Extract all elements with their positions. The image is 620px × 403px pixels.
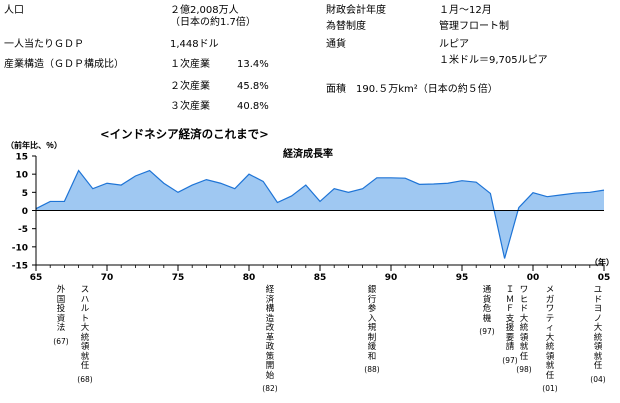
x-tick-label: 70 bbox=[101, 273, 114, 283]
x-tick-label: 95 bbox=[456, 273, 469, 283]
exchange-regime-value: 管理フロート制 bbox=[439, 21, 509, 32]
primary-sector-name: １次産業 bbox=[170, 59, 210, 70]
industry-structure-label: 産業構造（ＧＤＰ構成比） bbox=[4, 59, 124, 70]
population-compare: （日本の約1.7倍） bbox=[170, 17, 256, 28]
secondary-sector-share: 45.8% bbox=[237, 81, 269, 92]
x-tick-label: 05 bbox=[598, 273, 611, 283]
y-tick-label: 10 bbox=[15, 171, 28, 181]
tertiary-sector-name: ３次産業 bbox=[170, 101, 210, 112]
event-label: メガワティ大統領就任 bbox=[545, 285, 555, 381]
x-tick-label: 75 bbox=[172, 273, 185, 283]
population-label: 人口 bbox=[4, 5, 24, 16]
event-year: (67) bbox=[53, 336, 69, 346]
y-tick-label: -5 bbox=[18, 225, 28, 235]
event-year: (01) bbox=[542, 384, 558, 393]
event-label: スハルト大統領就任 bbox=[80, 285, 90, 371]
y-tick-label: 5 bbox=[22, 189, 28, 199]
event-label: ユドヨノ大統領就任 bbox=[593, 285, 603, 371]
y-tick-label: 15 bbox=[15, 153, 28, 163]
x-tick-label: 65 bbox=[30, 273, 43, 283]
x-tick-label: 80 bbox=[243, 273, 256, 283]
event-year: (88) bbox=[364, 365, 380, 374]
x-tick-label: 85 bbox=[314, 273, 327, 283]
event-label: ワヒド大統領就任 bbox=[519, 285, 529, 362]
event-year: (04) bbox=[590, 374, 606, 384]
event-year: (97) bbox=[502, 355, 518, 365]
x-tick-label: 00 bbox=[527, 273, 540, 283]
fiscal-year-value: １月～12月 bbox=[439, 5, 492, 16]
growth-line bbox=[35, 169, 605, 259]
population-value: ２億2,008万人 bbox=[170, 5, 239, 16]
y-axis-label: （前年比、％） bbox=[6, 141, 62, 150]
exchange-rate-value: １米ドル＝9,705ルピア bbox=[439, 55, 548, 66]
land-area: 面積 190.５万km²（日本の約５倍） bbox=[326, 84, 498, 95]
gdp-per-capita-value: 1,448ドル bbox=[170, 39, 219, 50]
currency-value: ルピア bbox=[439, 39, 469, 50]
event-label: 銀行参入規制緩和 bbox=[367, 285, 377, 362]
y-tick-label: -10 bbox=[12, 243, 28, 253]
secondary-sector-name: ２次産業 bbox=[170, 81, 210, 92]
gdp-per-capita-label: 一人当たりＧＤＰ bbox=[4, 39, 84, 50]
chart-title: <インドネシア経済のこれまで> bbox=[100, 127, 269, 141]
event-year: (82) bbox=[262, 384, 278, 393]
event-year: (97) bbox=[479, 327, 495, 336]
fiscal-year-label: 財政会計年度 bbox=[326, 5, 386, 16]
growth-area bbox=[36, 170, 604, 259]
x-axis-unit: （年） bbox=[590, 258, 614, 267]
event-year: (98) bbox=[516, 365, 532, 374]
y-tick-label: 0 bbox=[22, 207, 28, 217]
x-tick-label: 90 bbox=[385, 273, 398, 283]
event-label: 経済構造改革政策開始 bbox=[265, 285, 275, 381]
event-label: 通貨危機 bbox=[482, 285, 492, 324]
y-tick-label: -15 bbox=[12, 262, 28, 272]
event-label: ＩＭＦ支援要請 bbox=[505, 285, 515, 352]
event-label: 外国投資法 bbox=[56, 285, 66, 333]
primary-sector-share: 13.4% bbox=[237, 59, 269, 70]
currency-label: 通貨 bbox=[326, 39, 346, 50]
tertiary-sector-share: 40.8% bbox=[237, 101, 269, 112]
exchange-regime-label: 為替制度 bbox=[326, 21, 366, 32]
series-title: 経済成長率 bbox=[283, 149, 333, 160]
event-year: (68) bbox=[77, 374, 93, 384]
